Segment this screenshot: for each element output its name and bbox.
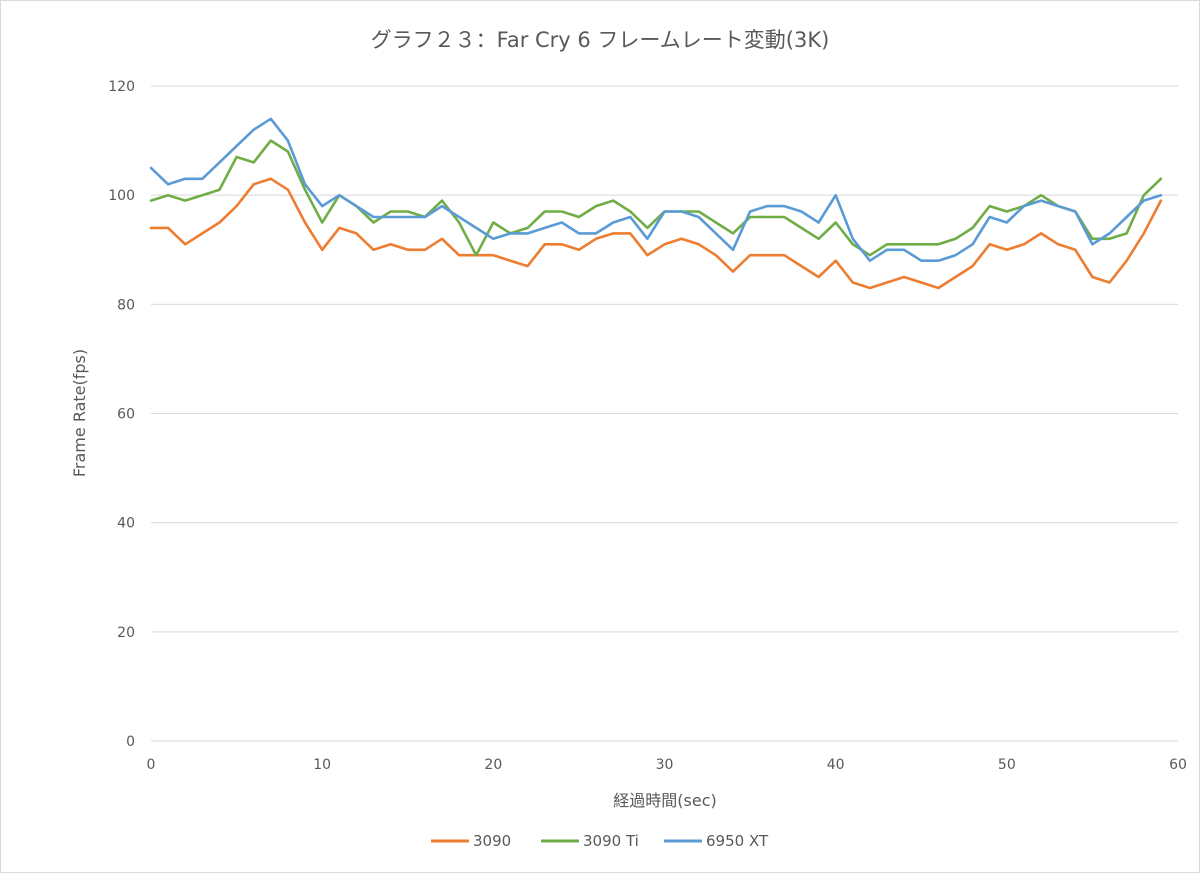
y-axis-label: Frame Rate(fps) bbox=[70, 349, 89, 477]
x-tick-label: 40 bbox=[827, 757, 845, 773]
y-tick-label: 40 bbox=[117, 516, 135, 532]
legend-label: 6950 XT bbox=[706, 832, 769, 850]
gridlines bbox=[151, 85, 1178, 742]
series-line-3090-ti bbox=[149, 139, 1163, 257]
x-tick-label: 20 bbox=[484, 757, 502, 773]
series-line-3090 bbox=[149, 177, 1163, 290]
y-axis-ticks: 0 20 40 60 80 100 120 bbox=[108, 79, 135, 750]
series-line-6950-xt bbox=[149, 117, 1163, 263]
x-tick-label: 0 bbox=[147, 757, 156, 773]
x-axis-ticks: 0 10 20 30 40 50 60 bbox=[147, 757, 1187, 773]
legend: 3090 3090 Ti 6950 XT bbox=[431, 832, 769, 850]
y-tick-label: 20 bbox=[117, 625, 135, 641]
x-tick-label: 50 bbox=[998, 757, 1016, 773]
y-tick-label: 80 bbox=[117, 297, 135, 313]
x-axis-label: 経過時間(sec) bbox=[613, 791, 716, 810]
y-tick-label: 120 bbox=[108, 79, 135, 95]
x-tick-label: 60 bbox=[1169, 757, 1187, 773]
x-tick-label: 10 bbox=[313, 757, 331, 773]
y-tick-label: 0 bbox=[126, 734, 135, 750]
series-lines bbox=[149, 117, 1163, 290]
legend-label: 3090 Ti bbox=[583, 832, 639, 850]
x-tick-label: 30 bbox=[656, 757, 674, 773]
chart-title: グラフ２３：Far Cry 6 フレームレート変動(3K) bbox=[371, 28, 830, 52]
legend-label: 3090 bbox=[473, 832, 511, 850]
y-tick-label: 60 bbox=[117, 407, 135, 423]
y-tick-label: 100 bbox=[108, 188, 135, 204]
